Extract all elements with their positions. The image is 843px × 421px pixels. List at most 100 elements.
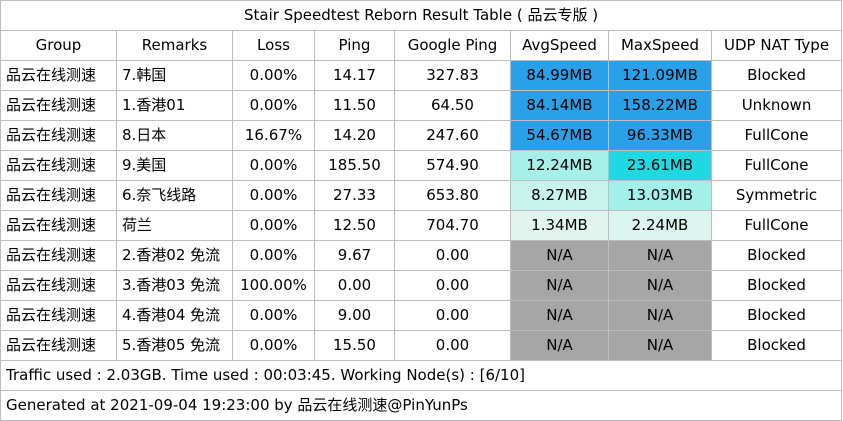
header-remarks: Remarks — [116, 30, 233, 61]
cell-udp-nat-type: Blocked — [710, 300, 843, 331]
table-row: 品云在线测速 6.奈飞线路 0.00% 27.33 653.80 8.27MB 13.03M… — [0, 180, 843, 211]
cell-google-ping: 0.00 — [394, 330, 511, 361]
cell-loss: 0.00% — [232, 90, 315, 121]
traffic-row: Traffic used : 2.03GB. Time used : 00:03… — [0, 360, 843, 391]
cell-max-speed: N/A — [608, 330, 712, 361]
cell-google-ping: 327.83 — [394, 60, 511, 91]
generated-row: Generated at 2021-09-04 19:23:00 by 品云在线… — [0, 390, 843, 421]
header-group: Group — [0, 30, 117, 61]
cell-max-speed: 13.03MB — [608, 180, 712, 211]
cell-loss: 0.00% — [232, 300, 315, 331]
cell-loss: 0.00% — [232, 330, 315, 361]
cell-loss: 0.00% — [232, 240, 315, 271]
cell-udp-nat-type: Blocked — [710, 270, 843, 301]
cell-remarks: 2.香港02 免流 — [116, 240, 233, 271]
table-row: 品云在线测速 1.香港01 0.00% 11.50 64.50 84.14MB 158.22… — [0, 90, 843, 121]
cell-max-speed: 23.61MB — [608, 150, 712, 181]
cell-google-ping: 0.00 — [394, 270, 511, 301]
cell-avg-speed: 54.67MB — [510, 120, 609, 151]
cell-remarks: 6.奈飞线路 — [116, 180, 233, 211]
cell-max-speed: 2.24MB — [608, 210, 712, 241]
cell-loss: 0.00% — [232, 180, 315, 211]
table-row: 品云在线测速 4.香港04 免流 0.00% 9.00 0.00 N/A N/A Blocke… — [0, 300, 843, 331]
cell-ping: 9.00 — [314, 300, 395, 331]
cell-ping: 14.20 — [314, 120, 395, 151]
cell-google-ping: 704.70 — [394, 210, 511, 241]
cell-udp-nat-type: FullCone — [710, 120, 843, 151]
cell-avg-speed: 12.24MB — [510, 150, 609, 181]
cell-group: 品云在线测速 — [0, 60, 117, 91]
cell-loss: 16.67% — [232, 120, 315, 151]
cell-avg-speed: N/A — [510, 270, 609, 301]
table-row: 品云在线测速 9.美国 0.00% 185.50 574.90 12.24MB 23.61M… — [0, 150, 843, 181]
cell-group: 品云在线测速 — [0, 300, 117, 331]
header-udp-nat-type: UDP NAT Type — [710, 30, 843, 61]
cell-avg-speed: N/A — [510, 330, 609, 361]
header-row: Group Remarks Loss Ping Google Ping AvgS… — [0, 30, 843, 61]
cell-google-ping: 0.00 — [394, 300, 511, 331]
cell-remarks: 7.韩国 — [116, 60, 233, 91]
cell-loss: 0.00% — [232, 60, 315, 91]
cell-group: 品云在线测速 — [0, 330, 117, 361]
cell-ping: 185.50 — [314, 150, 395, 181]
cell-group: 品云在线测速 — [0, 150, 117, 181]
cell-google-ping: 574.90 — [394, 150, 511, 181]
header-loss: Loss — [232, 30, 315, 61]
cell-udp-nat-type: FullCone — [710, 210, 843, 241]
header-google-ping: Google Ping — [394, 30, 511, 61]
table-row: 品云在线测速 2.香港02 免流 0.00% 9.67 0.00 N/A N/A Blocke… — [0, 240, 843, 271]
cell-ping: 27.33 — [314, 180, 395, 211]
cell-max-speed: 121.09MB — [608, 60, 712, 91]
cell-max-speed: N/A — [608, 300, 712, 331]
cell-max-speed: N/A — [608, 270, 712, 301]
header-avg-speed: AvgSpeed — [510, 30, 609, 61]
cell-google-ping: 653.80 — [394, 180, 511, 211]
table-row: 品云在线测速 5.香港05 免流 0.00% 15.50 0.00 N/A N/A Block… — [0, 330, 843, 361]
cell-loss: 0.00% — [232, 210, 315, 241]
cell-ping: 14.17 — [314, 60, 395, 91]
cell-avg-speed: 84.14MB — [510, 90, 609, 121]
cell-remarks: 5.香港05 免流 — [116, 330, 233, 361]
cell-group: 品云在线测速 — [0, 270, 117, 301]
cell-max-speed: 96.33MB — [608, 120, 712, 151]
cell-remarks: 荷兰 — [116, 210, 233, 241]
cell-udp-nat-type: FullCone — [710, 150, 843, 181]
generated-info: Generated at 2021-09-04 19:23:00 by 品云在线… — [0, 390, 843, 421]
cell-loss: 100.00% — [232, 270, 315, 301]
cell-group: 品云在线测速 — [0, 210, 117, 241]
cell-remarks: 3.香港03 免流 — [116, 270, 233, 301]
title-row: Stair Speedtest Reborn Result Table ( 品云… — [0, 0, 843, 31]
table-title: Stair Speedtest Reborn Result Table ( 品云… — [0, 0, 843, 31]
cell-google-ping: 247.60 — [394, 120, 511, 151]
cell-udp-nat-type: Blocked — [710, 240, 843, 271]
cell-loss: 0.00% — [232, 150, 315, 181]
table-row: 品云在线测速 3.香港03 免流 100.00% 0.00 0.00 N/A N/A Bloc… — [0, 270, 843, 301]
cell-avg-speed: N/A — [510, 300, 609, 331]
cell-avg-speed: N/A — [510, 240, 609, 271]
cell-ping: 15.50 — [314, 330, 395, 361]
cell-udp-nat-type: Symmetric — [710, 180, 843, 211]
cell-ping: 12.50 — [314, 210, 395, 241]
header-ping: Ping — [314, 30, 395, 61]
cell-remarks: 1.香港01 — [116, 90, 233, 121]
table-row: 品云在线测速 荷兰 0.00% 12.50 704.70 1.34MB 2.24MB Full… — [0, 210, 843, 241]
cell-avg-speed: 1.34MB — [510, 210, 609, 241]
cell-remarks: 8.日本 — [116, 120, 233, 151]
table-row: 品云在线测速 8.日本 16.67% 14.20 247.60 54.67MB 96.33M… — [0, 120, 843, 151]
cell-max-speed: 158.22MB — [608, 90, 712, 121]
cell-remarks: 4.香港04 免流 — [116, 300, 233, 331]
cell-max-speed: N/A — [608, 240, 712, 271]
cell-google-ping: 0.00 — [394, 240, 511, 271]
cell-udp-nat-type: Blocked — [710, 330, 843, 361]
cell-ping: 11.50 — [314, 90, 395, 121]
cell-avg-speed: 8.27MB — [510, 180, 609, 211]
cell-group: 品云在线测速 — [0, 120, 117, 151]
cell-ping: 9.67 — [314, 240, 395, 271]
cell-group: 品云在线测速 — [0, 180, 117, 211]
cell-udp-nat-type: Unknown — [710, 90, 843, 121]
traffic-summary: Traffic used : 2.03GB. Time used : 00:03… — [0, 360, 843, 391]
cell-group: 品云在线测速 — [0, 90, 117, 121]
cell-google-ping: 64.50 — [394, 90, 511, 121]
cell-avg-speed: 84.99MB — [510, 60, 609, 91]
